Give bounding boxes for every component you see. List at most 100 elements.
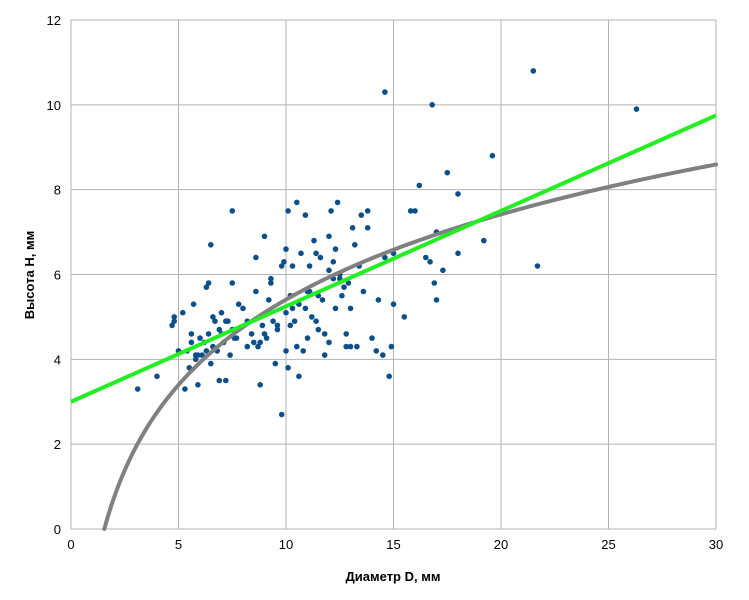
logarithmic-trendline (102, 162, 718, 531)
data-point (311, 237, 317, 244)
data-point (427, 259, 433, 265)
data-point (429, 102, 436, 108)
data-point (248, 331, 255, 337)
data-point (364, 208, 371, 214)
data-point (481, 237, 487, 244)
data-point (210, 314, 216, 320)
data-point (294, 343, 300, 350)
data-point (354, 343, 360, 350)
data-point (208, 360, 214, 367)
data-point (319, 297, 326, 303)
data-point (203, 348, 210, 354)
data-point (341, 284, 347, 291)
data-point (203, 284, 210, 291)
data-point (386, 373, 393, 380)
plot-frame (70, 19, 717, 530)
x-axis-title: Диаметр D, мм (346, 569, 441, 584)
x-tick-labels: 0 5 10 15 20 25 30 (67, 537, 723, 552)
data-point (291, 318, 298, 325)
trendlines (70, 113, 718, 531)
data-point (208, 242, 214, 248)
data-point (261, 233, 268, 240)
data-point (233, 335, 240, 341)
y-tick-label: 4 (54, 352, 61, 367)
x-tick-label: 30 (709, 537, 723, 552)
data-point (263, 335, 270, 341)
data-point (266, 297, 272, 303)
x-tick-label: 0 (67, 537, 74, 552)
data-point (257, 339, 264, 346)
data-point (304, 335, 311, 341)
x-tick-label: 5 (175, 537, 182, 552)
data-point (321, 331, 328, 337)
data-point (251, 339, 257, 346)
data-point (171, 314, 177, 320)
data-point (197, 335, 203, 341)
data-point (255, 343, 261, 350)
data-point (390, 301, 397, 308)
data-point (380, 352, 386, 358)
data-point (317, 254, 324, 261)
data-point (253, 254, 259, 261)
data-point (345, 280, 352, 286)
data-point (300, 348, 307, 354)
data-point (216, 326, 223, 333)
data-point (253, 288, 259, 295)
x-tick-label: 15 (386, 537, 400, 552)
data-point (283, 246, 289, 252)
data-point (369, 335, 375, 341)
data-point (444, 169, 451, 176)
data-point (633, 106, 640, 112)
plot-area-border (70, 19, 717, 530)
y-tick-label: 0 (54, 522, 61, 537)
data-point (259, 322, 266, 329)
data-point (489, 152, 496, 159)
data-point (182, 386, 188, 392)
data-point (332, 246, 339, 252)
data-point (433, 297, 440, 303)
data-point (154, 373, 160, 380)
data-point (330, 259, 337, 265)
data-point (364, 225, 371, 231)
data-point (270, 318, 276, 325)
data-point (530, 68, 537, 74)
data-point (296, 373, 302, 380)
data-point (268, 280, 274, 286)
data-point (188, 339, 195, 346)
data-point (274, 322, 281, 329)
data-point (306, 288, 313, 295)
data-point (257, 382, 264, 388)
data-point (347, 343, 354, 350)
data-point (289, 305, 296, 312)
data-point (352, 242, 358, 248)
data-point (534, 263, 541, 269)
data-point (180, 309, 186, 316)
data-point (332, 305, 339, 312)
data-point (315, 326, 322, 333)
data-point (313, 250, 319, 257)
data-point (388, 343, 395, 350)
data-point (358, 212, 365, 218)
data-point (195, 352, 201, 358)
data-point (281, 259, 287, 265)
data-point (134, 386, 141, 392)
x-tick-label: 20 (494, 537, 508, 552)
data-point (169, 322, 175, 329)
data-point (349, 225, 356, 231)
data-point (326, 233, 332, 240)
data-point (171, 318, 177, 325)
y-tick-labels: 0 2 4 6 8 10 12 (47, 13, 61, 537)
data-point (373, 348, 380, 354)
data-point (188, 331, 195, 337)
data-point (285, 208, 291, 214)
data-point (294, 199, 300, 206)
data-point (382, 89, 388, 95)
data-point (328, 208, 334, 214)
y-tick-label: 8 (54, 183, 61, 198)
data-point (223, 377, 229, 384)
data-point (309, 314, 315, 320)
data-point (326, 267, 332, 274)
gridlines (70, 19, 717, 530)
data-point (235, 301, 242, 308)
